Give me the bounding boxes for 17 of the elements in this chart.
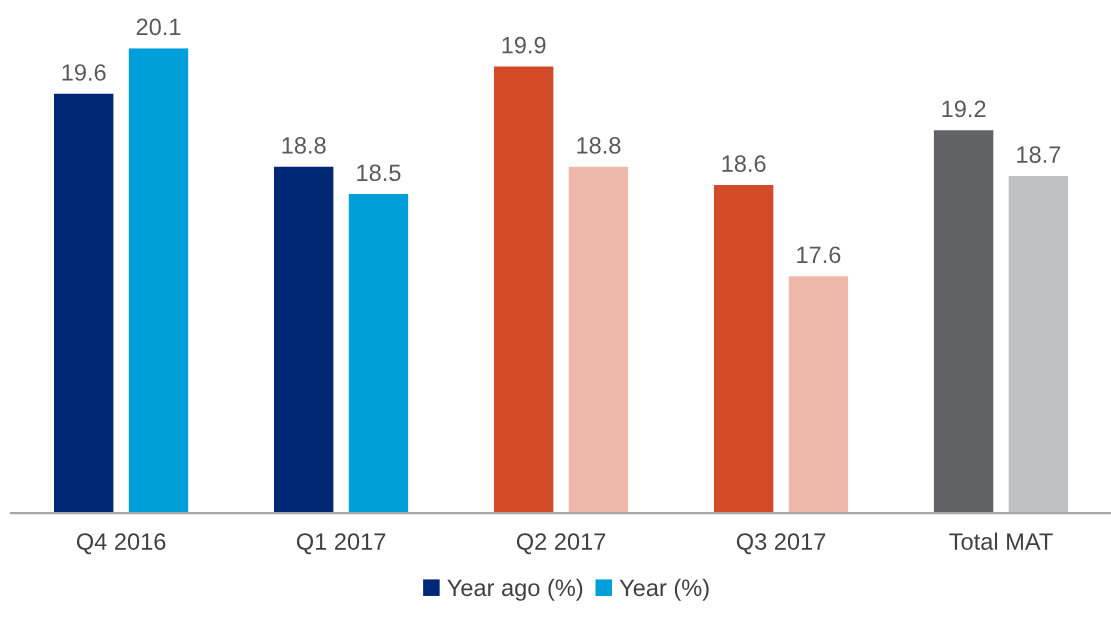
data-label: 20.1 bbox=[136, 18, 181, 36]
legend-label: Year (%) bbox=[619, 578, 709, 601]
x-tick-label: Q2 2017 bbox=[516, 533, 606, 555]
data-label: 19.6 bbox=[62, 64, 106, 81]
data-label: 18.6 bbox=[722, 155, 766, 173]
data-label: 19.2 bbox=[942, 100, 986, 118]
data-label: 18.8 bbox=[282, 137, 326, 154]
legend-label: Year ago (%) bbox=[447, 578, 583, 601]
x-tick-label: Q4 2016 bbox=[76, 533, 166, 555]
data-label: 18.5 bbox=[357, 164, 401, 182]
x-tick-label: Total MAT bbox=[949, 532, 1053, 550]
data-label: 17.6 bbox=[797, 246, 841, 264]
data-label: 18.8 bbox=[577, 137, 621, 154]
x-tick-label: Q3 2017 bbox=[736, 533, 826, 555]
data-label: 19.9 bbox=[502, 36, 546, 54]
data-label: 18.7 bbox=[1017, 146, 1061, 163]
x-tick-label: Q1 2017 bbox=[296, 533, 386, 555]
